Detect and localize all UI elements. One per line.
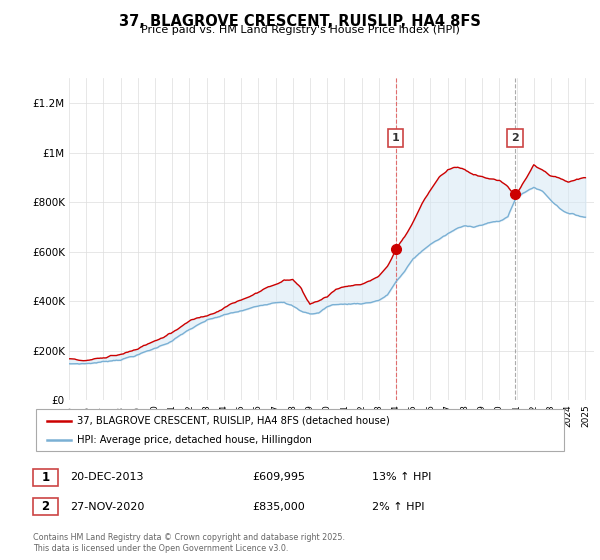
Text: 1: 1 (392, 133, 400, 143)
Text: 2% ↑ HPI: 2% ↑ HPI (372, 502, 425, 512)
Text: HPI: Average price, detached house, Hillingdon: HPI: Average price, detached house, Hill… (77, 435, 311, 445)
Text: £835,000: £835,000 (252, 502, 305, 512)
Text: 37, BLAGROVE CRESCENT, RUISLIP, HA4 8FS: 37, BLAGROVE CRESCENT, RUISLIP, HA4 8FS (119, 14, 481, 29)
Text: Contains HM Land Registry data © Crown copyright and database right 2025.
This d: Contains HM Land Registry data © Crown c… (33, 533, 345, 553)
Text: 1: 1 (41, 470, 50, 484)
Text: 2: 2 (41, 500, 50, 514)
Text: £609,995: £609,995 (252, 472, 305, 482)
Text: 20-DEC-2013: 20-DEC-2013 (70, 472, 144, 482)
Text: 2: 2 (511, 133, 519, 143)
Text: 13% ↑ HPI: 13% ↑ HPI (372, 472, 431, 482)
Text: Price paid vs. HM Land Registry's House Price Index (HPI): Price paid vs. HM Land Registry's House … (140, 25, 460, 35)
Text: 37, BLAGROVE CRESCENT, RUISLIP, HA4 8FS (detached house): 37, BLAGROVE CRESCENT, RUISLIP, HA4 8FS … (77, 416, 389, 426)
Text: 27-NOV-2020: 27-NOV-2020 (70, 502, 145, 512)
